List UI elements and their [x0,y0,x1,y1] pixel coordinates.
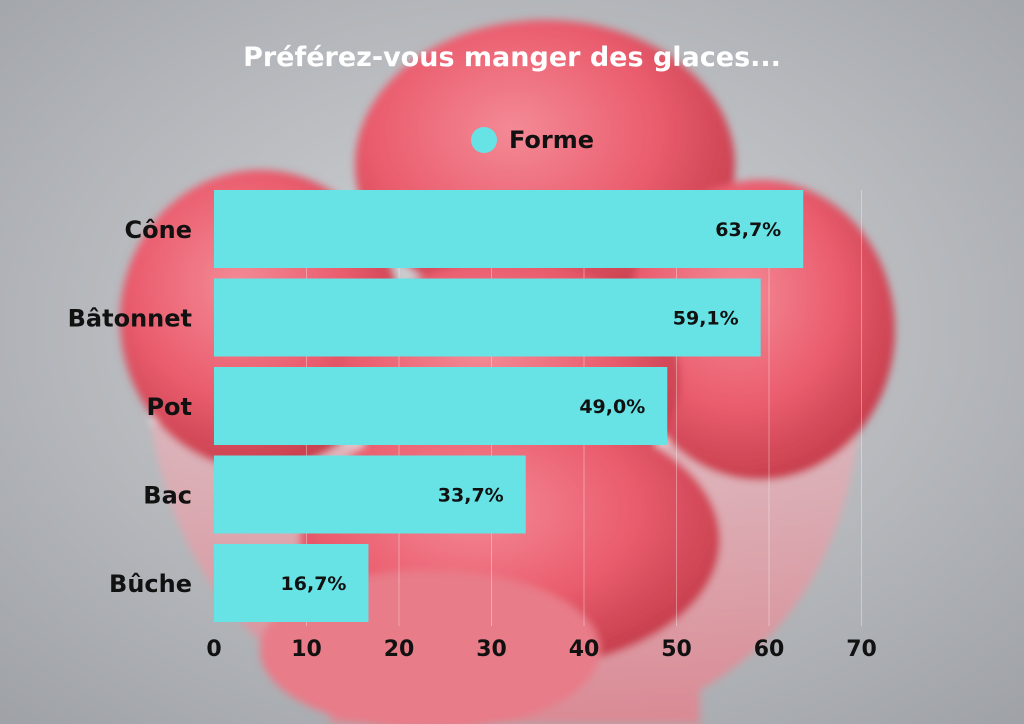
bars [214,190,804,622]
legend-swatch [471,127,497,153]
data-label: 49,0% [579,396,645,418]
category-label: Bac [143,482,192,510]
bar [214,278,761,357]
legend: Forme [471,126,594,154]
x-axis-ticks: 0 10 20 30 40 50 60 70 [206,637,876,662]
chart-title: Préférez-vous manger des glaces... [243,42,781,73]
category-label: Pot [146,393,192,421]
data-label: 63,7% [715,219,781,241]
category-label: Bûche [109,570,192,598]
bar [214,367,668,445]
data-labels: 63,7% 59,1% 49,0% 33,7% 16,7% [281,219,782,595]
bar [214,455,526,534]
data-label: 16,7% [281,573,347,595]
x-tick-label: 60 [754,637,785,662]
x-tick-label: 0 [206,637,221,662]
x-tick-label: 10 [291,637,322,662]
data-label: 33,7% [438,485,504,507]
legend-label: Forme [509,126,594,154]
x-tick-label: 30 [476,637,507,662]
x-tick-label: 20 [384,637,415,662]
data-label: 59,1% [673,308,739,330]
category-label: Bâtonnet [68,305,192,333]
x-tick-label: 50 [661,637,692,662]
x-tick-label: 70 [846,637,877,662]
bar [214,544,369,622]
category-label: Cône [125,216,192,244]
bar [214,190,804,268]
category-labels: Cône Bâtonnet Pot Bac Bûche [68,216,192,598]
x-tick-label: 40 [569,637,600,662]
